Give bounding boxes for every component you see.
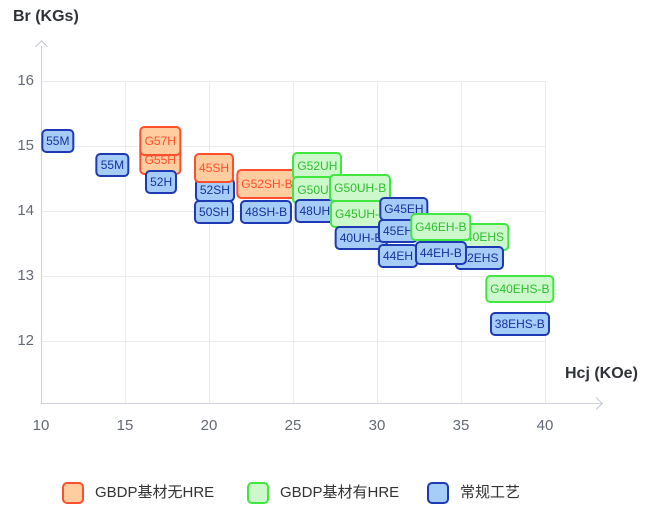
y-tick-label: 12 <box>17 332 34 349</box>
gridline-horizontal <box>41 211 546 212</box>
legend-swatch-conv <box>427 482 449 504</box>
legend-item-conv[interactable]: 常规工艺 <box>427 482 520 504</box>
gridline-vertical <box>209 81 210 403</box>
grade-box-g50uh-b[interactable]: G50UH-B <box>329 173 392 202</box>
grade-box-44eh[interactable]: 44EH <box>377 243 419 268</box>
gridline-vertical <box>545 81 546 403</box>
y-axis-line <box>41 46 42 403</box>
grade-box-38ehs-b[interactable]: 38EHS-B <box>489 312 550 337</box>
x-tick-label: 25 <box>284 417 302 434</box>
legend-label: GBDP基材无HRE <box>95 484 215 501</box>
x-tick-label: 10 <box>32 417 50 434</box>
gridline-vertical <box>125 81 126 403</box>
y-tick-label: 13 <box>17 267 34 284</box>
grade-box-52h[interactable]: 52H <box>145 170 178 195</box>
legend-label: GBDP基材有HRE <box>280 484 400 501</box>
grade-box-48uh[interactable]: 48UH <box>294 199 336 223</box>
grade-box-g57h[interactable]: G57H <box>139 125 181 156</box>
grade-box-44eh-b[interactable]: 44EH-B <box>414 241 467 266</box>
grade-box-g40ehs-b[interactable]: G40EHS-B <box>485 275 555 303</box>
x-axis-arrow-icon <box>590 397 603 410</box>
legend-item-nohre[interactable]: GBDP基材无HRE <box>62 482 214 504</box>
gridline-vertical <box>293 81 294 403</box>
legend-swatch-nohre <box>62 482 84 504</box>
grade-box-50sh[interactable]: 50SH <box>194 199 235 224</box>
y-tick-label: 16 <box>17 72 34 89</box>
grade-box-55m[interactable]: 55M <box>95 152 130 177</box>
grade-box-55m[interactable]: 55M <box>41 128 75 153</box>
gridline-horizontal <box>41 276 546 277</box>
x-tick-label: 35 <box>452 417 470 434</box>
grade-box-g45uh-b[interactable]: G45UH-B <box>330 199 393 228</box>
gridline-horizontal <box>41 81 546 82</box>
gridline-horizontal <box>41 341 546 342</box>
y-tick-label: 15 <box>17 137 34 154</box>
grade-box-45sh[interactable]: 45SH <box>194 153 235 184</box>
y-axis-title: Br (KGs) <box>13 8 79 25</box>
x-axis-title: Hcj (KOe) <box>565 365 638 382</box>
grade-box-g46eh-b[interactable]: G46EH-B <box>410 213 472 242</box>
x-axis-line <box>41 403 602 404</box>
gridline-horizontal <box>41 146 546 147</box>
x-tick-label: 30 <box>368 417 386 434</box>
legend-item-hre[interactable]: GBDP基材有HRE <box>247 482 399 504</box>
x-tick-label: 40 <box>536 417 554 434</box>
legend-swatch-hre <box>247 482 269 504</box>
legend-label: 常规工艺 <box>460 484 521 501</box>
x-tick-label: 20 <box>200 417 218 434</box>
grade-box-48sh-b[interactable]: 48SH-B <box>240 200 293 225</box>
grade-box-g52sh-b[interactable]: G52SH-B <box>236 169 298 200</box>
x-tick-label: 15 <box>116 417 134 434</box>
y-tick-label: 14 <box>17 202 34 219</box>
y-axis-arrow-icon <box>35 40 48 53</box>
